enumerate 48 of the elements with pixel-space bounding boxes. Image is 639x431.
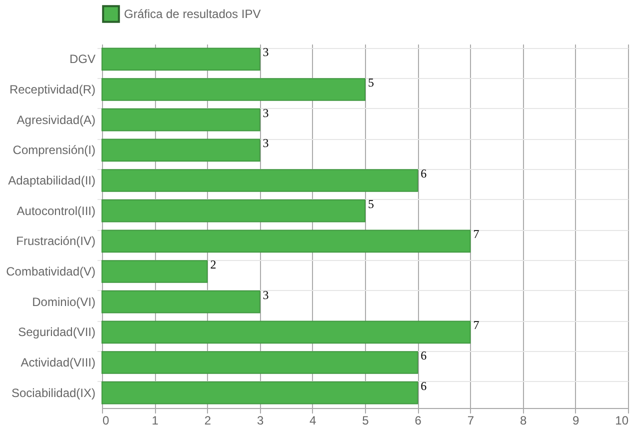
x-tick-label: 8 (520, 414, 527, 428)
bar (102, 351, 418, 374)
data-label: 6 (420, 166, 427, 180)
bar (102, 260, 208, 283)
y-tick-label: Seguridad(VII) (18, 325, 96, 340)
data-label: 3 (262, 45, 269, 60)
data-label: 2 (210, 258, 216, 272)
y-tick-label: Receptividad(R) (9, 82, 96, 96)
bar (102, 290, 260, 314)
x-tick-label: 3 (256, 414, 264, 428)
x-tick-label: 6 (414, 414, 422, 428)
bar (102, 169, 418, 192)
legend-label: Gráfica de resultados IPV (124, 7, 261, 21)
data-label: 3 (262, 106, 269, 120)
data-label: 3 (262, 136, 269, 150)
y-tick-label: Dominio(VI) (32, 294, 96, 309)
data-label: 7 (473, 227, 480, 242)
y-tick-label: Actividad(VIII) (20, 356, 96, 370)
x-tick-label: 9 (572, 414, 580, 428)
bar (102, 138, 260, 162)
y-tick-label: Autocontrol(III) (16, 204, 96, 218)
bar (102, 48, 260, 71)
bar (102, 320, 471, 344)
data-label: 5 (368, 196, 374, 211)
y-tick-label: DGV (69, 52, 96, 66)
bar (102, 381, 418, 404)
x-tick-label: 0 (102, 414, 110, 428)
x-tick-label: 1 (152, 414, 159, 428)
y-tick-label: Sociabilidad(IX) (11, 386, 96, 400)
data-label: 6 (420, 378, 427, 393)
y-tick-label: Comprensión(I) (12, 143, 96, 158)
y-tick-label: Adaptabilidad(II) (8, 174, 96, 188)
x-tick-label: 2 (204, 414, 212, 428)
x-tick-label: 4 (310, 414, 317, 428)
data-label: 5 (368, 76, 374, 90)
x-tick-label: 10 (615, 414, 629, 428)
bar (102, 108, 260, 132)
x-tick-label: 5 (362, 414, 370, 428)
y-tick-label: Combatividad(V) (6, 264, 96, 278)
data-label: 7 (473, 318, 480, 332)
data-label: 3 (262, 288, 269, 302)
y-tick-label: Agresividad(A) (16, 112, 96, 127)
bar (102, 78, 366, 101)
bar (102, 199, 366, 222)
bar (102, 230, 471, 253)
x-tick-label: 7 (467, 414, 474, 428)
data-label: 6 (420, 348, 427, 362)
y-tick-label: Frustración(IV) (16, 234, 96, 248)
